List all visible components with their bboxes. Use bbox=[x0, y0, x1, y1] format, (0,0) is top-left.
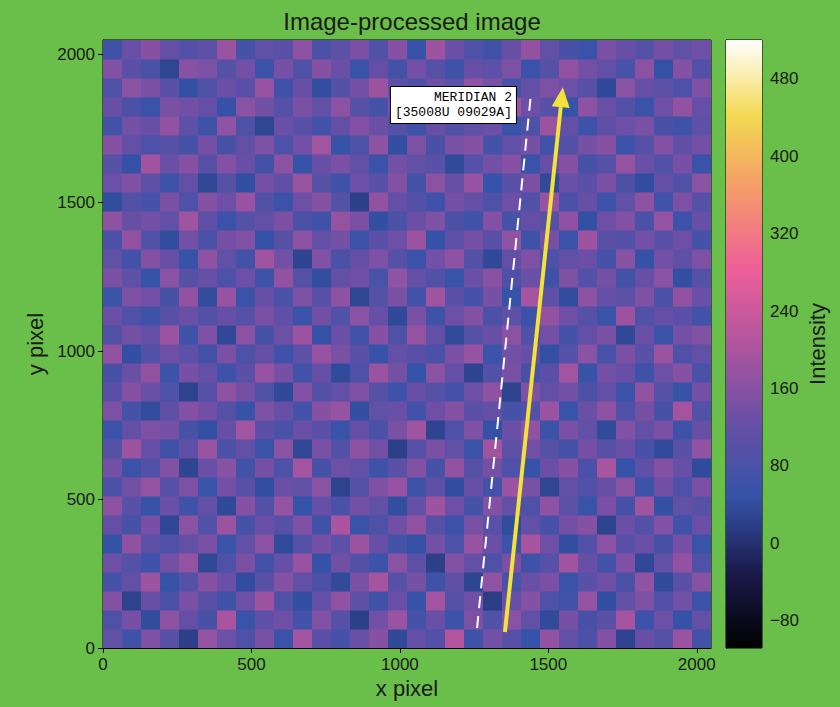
svg-text:0: 0 bbox=[98, 655, 107, 674]
svg-text:240: 240 bbox=[770, 302, 798, 321]
svg-text:400: 400 bbox=[770, 147, 798, 166]
svg-text:1500: 1500 bbox=[57, 193, 95, 212]
svg-text:Intensity: Intensity bbox=[805, 303, 830, 385]
svg-text:y pixel: y pixel bbox=[23, 313, 48, 375]
svg-text:x pixel: x pixel bbox=[376, 676, 438, 701]
svg-text:MERIDIAN 2: MERIDIAN 2 bbox=[434, 90, 512, 105]
svg-text:0: 0 bbox=[86, 639, 95, 658]
svg-text:320: 320 bbox=[770, 224, 798, 243]
svg-text:Image-processed image: Image-processed image bbox=[283, 8, 540, 35]
svg-text:0: 0 bbox=[770, 534, 779, 553]
svg-text:80: 80 bbox=[770, 456, 789, 475]
svg-text:500: 500 bbox=[67, 490, 95, 509]
svg-text:[35008U 09029A]: [35008U 09029A] bbox=[395, 105, 512, 120]
svg-text:500: 500 bbox=[237, 655, 265, 674]
svg-text:1000: 1000 bbox=[381, 655, 419, 674]
svg-text:1000: 1000 bbox=[57, 342, 95, 361]
svg-text:2000: 2000 bbox=[57, 45, 95, 64]
svg-text:2000: 2000 bbox=[678, 655, 716, 674]
svg-text:−80: −80 bbox=[770, 611, 799, 630]
svg-text:1500: 1500 bbox=[529, 655, 567, 674]
svg-text:160: 160 bbox=[770, 379, 798, 398]
svg-text:480: 480 bbox=[770, 69, 798, 88]
